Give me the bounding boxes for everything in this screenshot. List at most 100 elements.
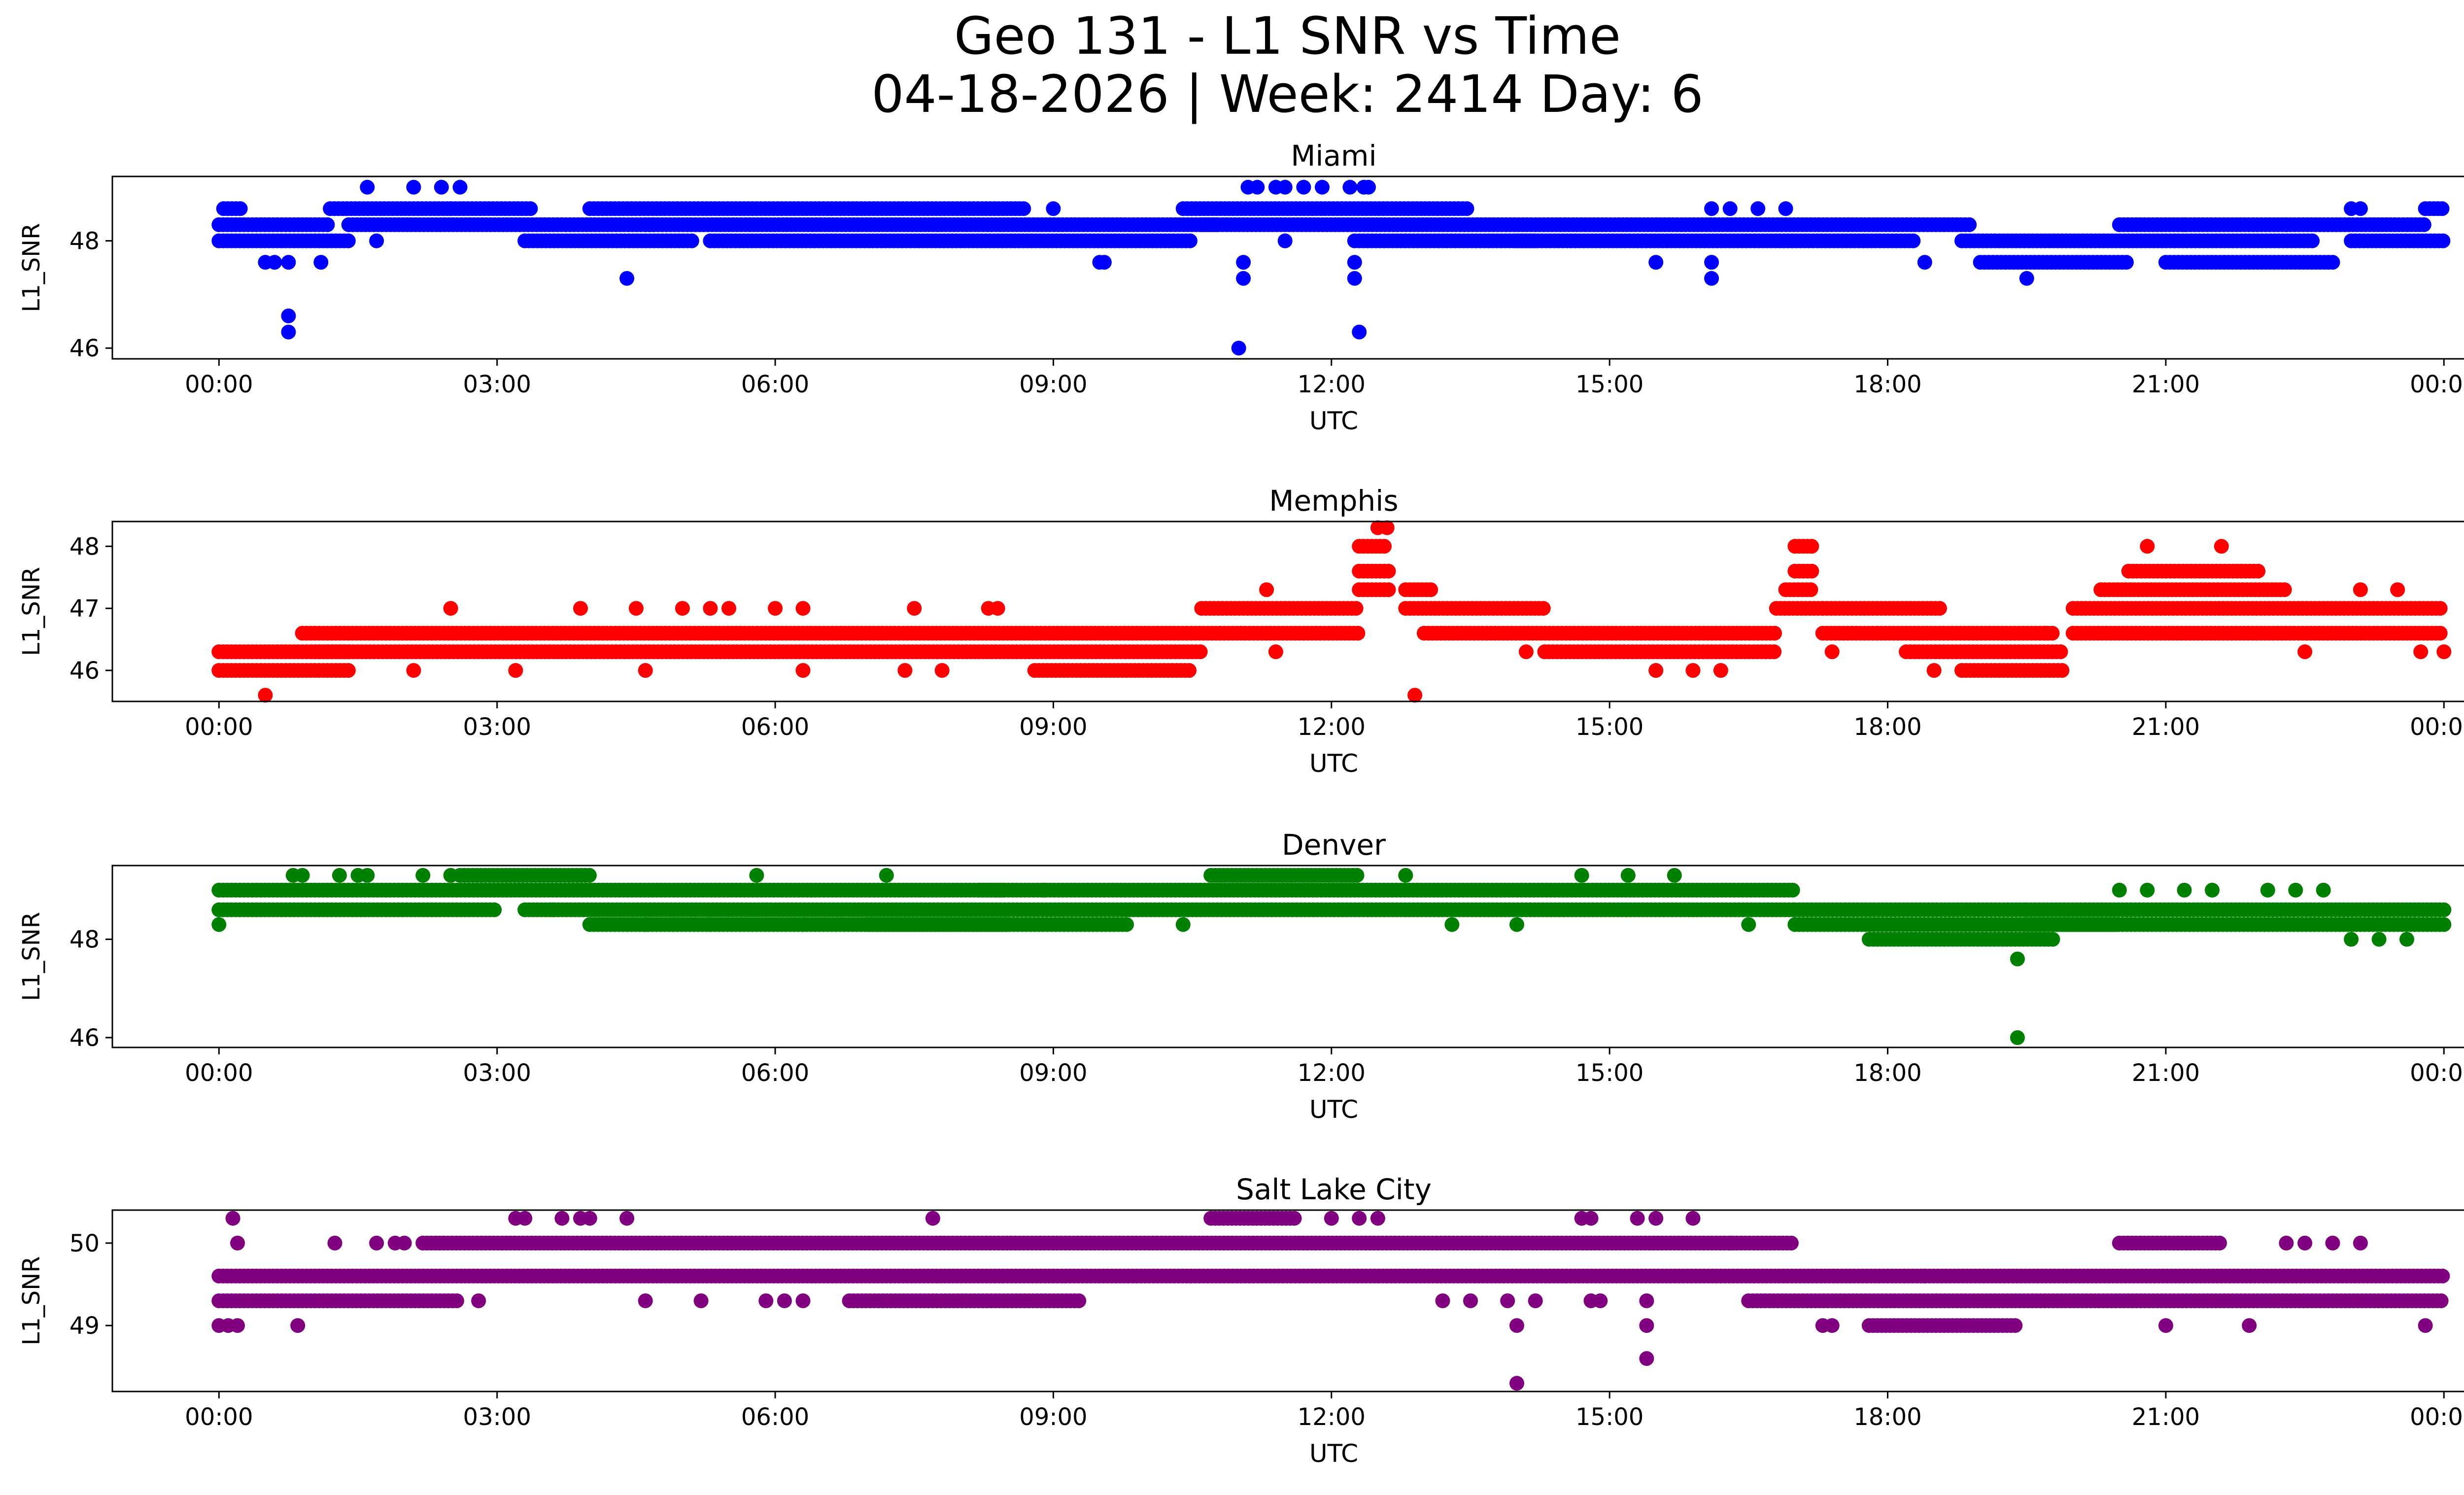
data-point	[934, 663, 950, 678]
data-point	[2416, 217, 2431, 232]
data-point	[666, 917, 681, 932]
x-tick-label: 03:00	[463, 1059, 531, 1087]
x-tick-label: 06:00	[741, 1059, 809, 1087]
data-point	[1704, 271, 1719, 286]
data-point	[1407, 688, 1423, 703]
data-point	[879, 868, 894, 883]
data-point	[1182, 663, 1197, 678]
data-point	[1348, 601, 1364, 616]
data-point	[2316, 882, 2331, 898]
data-point	[1379, 520, 1395, 535]
data-points	[211, 1211, 2450, 1391]
data-point	[2344, 932, 2359, 947]
figure-title: Geo 131 - L1 SNR vs Time 04-18-2026 | We…	[0, 7, 2464, 123]
data-point	[1962, 217, 1977, 232]
data-point	[628, 601, 644, 616]
data-point	[1296, 179, 1311, 195]
data-point	[1350, 626, 1366, 641]
data-point	[703, 601, 718, 616]
x-tick-label: 15:00	[1575, 371, 1643, 398]
data-point	[1259, 582, 1274, 597]
y-tick-label: 48	[69, 926, 100, 954]
y-tick-label: 48	[69, 533, 100, 560]
data-point	[1932, 601, 1947, 616]
data-point	[1377, 539, 1392, 554]
data-point	[2435, 1268, 2450, 1284]
data-point	[1648, 255, 1664, 270]
data-point	[1250, 179, 1265, 195]
data-point	[1750, 201, 1766, 216]
data-point	[2353, 582, 2368, 597]
data-point	[1423, 582, 1438, 597]
data-point	[2434, 201, 2450, 216]
data-point	[1767, 626, 1782, 641]
data-point	[2436, 902, 2452, 917]
data-point	[1347, 233, 1362, 248]
data-point	[1685, 663, 1701, 678]
data-point	[1268, 644, 1283, 660]
data-point	[1277, 233, 1293, 248]
x-tick-label: 00:00	[2410, 713, 2464, 741]
data-point	[638, 663, 653, 678]
data-point	[1016, 201, 1031, 216]
data-point	[2288, 882, 2303, 898]
data-point	[638, 917, 653, 932]
data-point	[2371, 932, 2387, 947]
data-point	[907, 601, 922, 616]
data-point	[2010, 1030, 2025, 1045]
plot-frame	[111, 175, 2464, 360]
data-point	[1667, 868, 1682, 883]
data-point	[795, 663, 811, 678]
data-point	[1175, 917, 1191, 932]
data-point	[2436, 644, 2452, 660]
y-axis-label: L1_SNR	[18, 223, 45, 312]
data-point	[341, 663, 356, 678]
data-point	[1713, 663, 1728, 678]
data-point	[768, 601, 783, 616]
data-point	[1648, 663, 1664, 678]
data-point	[281, 324, 296, 340]
data-point	[2010, 951, 2025, 967]
data-point	[2205, 882, 2220, 898]
data-point	[2251, 563, 2266, 579]
data-point	[1277, 179, 1293, 195]
data-point	[295, 868, 310, 883]
data-point	[1767, 644, 1782, 660]
data-points	[211, 868, 2452, 1045]
data-point	[267, 255, 282, 270]
data-point	[2053, 644, 2068, 660]
data-point	[443, 868, 458, 883]
data-point	[545, 902, 560, 917]
data-point	[2325, 255, 2340, 270]
data-point	[332, 868, 347, 883]
data-point	[2297, 644, 2313, 660]
data-point	[2436, 917, 2452, 932]
x-tick-label: 15:00	[1575, 1059, 1643, 1087]
data-point	[1315, 179, 1330, 195]
data-point	[369, 233, 384, 248]
data-point	[1444, 917, 1460, 932]
data-point	[1347, 255, 1362, 270]
data-point	[443, 601, 458, 616]
data-point	[341, 233, 356, 248]
data-point	[320, 217, 335, 232]
data-point	[1381, 582, 1396, 597]
data-point	[2054, 663, 2070, 678]
data-point	[1398, 868, 1413, 883]
figure-title-line-2: 04-18-2026 | Week: 2414 Day: 6	[871, 64, 1704, 124]
data-point	[1361, 179, 1376, 195]
data-point	[1119, 917, 1134, 932]
x-tick-label: 06:00	[741, 371, 809, 398]
x-tick-label: 18:00	[1853, 713, 1921, 741]
data-point	[2038, 626, 2053, 641]
x-tick-label: 15:00	[1575, 713, 1643, 741]
x-tick-label: 03:00	[463, 371, 531, 398]
subplot-title: Denver	[1282, 828, 1386, 862]
data-point	[1704, 255, 1719, 270]
data-point	[449, 1293, 464, 1308]
data-point	[258, 688, 273, 703]
data-point	[721, 601, 736, 616]
